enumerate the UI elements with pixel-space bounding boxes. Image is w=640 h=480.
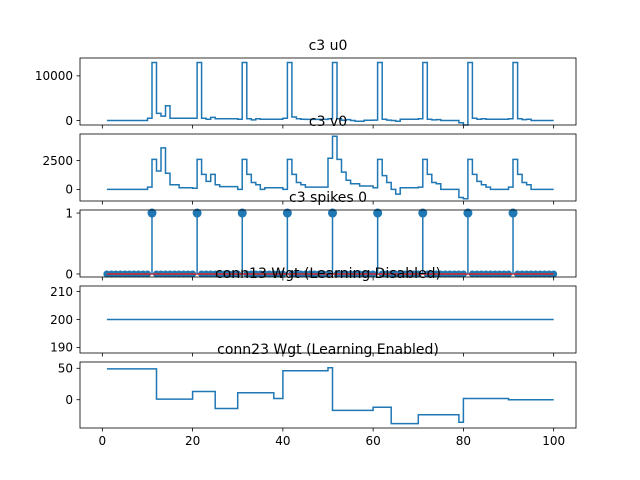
x-tick-label: 60 xyxy=(365,434,380,448)
series-line xyxy=(106,135,554,200)
series-line xyxy=(106,61,554,126)
y-tick-label: 210 xyxy=(50,285,73,299)
spike-marker xyxy=(282,208,292,218)
spike-marker xyxy=(418,208,428,218)
spike-marker xyxy=(508,208,518,218)
y-tick-label: 190 xyxy=(50,341,73,355)
y-tick-label: 1 xyxy=(65,206,73,220)
axes-frame xyxy=(79,361,577,429)
y-tick-label: 200 xyxy=(50,313,73,327)
panel-title: c3 u0 xyxy=(309,38,348,54)
spike-marker xyxy=(373,208,383,218)
panel-title: conn13 Wgt (Learning Disabled) xyxy=(215,266,441,282)
spike-marker xyxy=(147,208,157,218)
panel-title: conn23 Wgt (Learning Enabled) xyxy=(217,342,439,358)
x-tick-label: 80 xyxy=(456,434,471,448)
y-tick-label: 10000 xyxy=(35,69,73,83)
y-tick-label: 50 xyxy=(58,362,73,376)
series-line xyxy=(106,366,554,425)
axes-frame xyxy=(79,57,577,126)
y-tick-label: 0 xyxy=(65,114,73,128)
y-tick-label: 2500 xyxy=(42,154,73,168)
panel-3: 0 1 c3 spikes 0 xyxy=(65,190,577,281)
spike-marker xyxy=(192,208,202,218)
spike-marker xyxy=(463,208,473,218)
panel-1: 0 10000 c3 u0 xyxy=(35,38,577,129)
axes-frame xyxy=(79,209,577,278)
panel-5: 0 20 40 60 80 100 0 50 conn23 Wgt (Learning Enab… xyxy=(58,342,577,448)
panel-title: c3 v0 xyxy=(309,114,347,130)
y-tick-label: 0 xyxy=(65,267,73,281)
x-tick-label: 0 xyxy=(99,434,107,448)
axes-frame xyxy=(79,133,577,202)
x-tick-label: 40 xyxy=(275,434,290,448)
panel-2: 0 2500 c3 v0 xyxy=(42,114,577,205)
panel-title: c3 spikes 0 xyxy=(289,190,367,206)
spike-marker xyxy=(328,208,338,218)
y-tick-label: 0 xyxy=(65,393,73,407)
spike-marker xyxy=(237,208,247,218)
x-tick-label: 20 xyxy=(185,434,200,448)
x-tick-label: 100 xyxy=(542,434,565,448)
y-tick-label: 0 xyxy=(65,183,73,197)
panel-4: 190 200 210 conn13 Wgt (Learning Disabled) xyxy=(50,266,577,357)
